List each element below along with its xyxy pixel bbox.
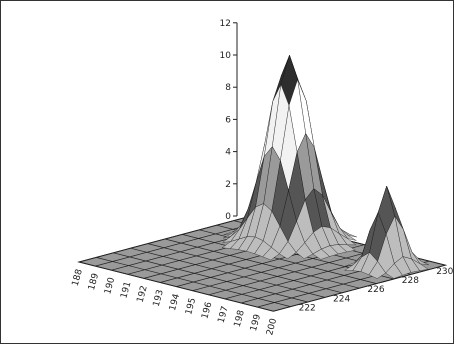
floor-grid-line (130, 247, 326, 298)
z-tick-label: 8 (225, 83, 231, 93)
y-tick-label: 230 (436, 267, 453, 277)
surface-patch (385, 263, 403, 279)
x-tick-label: 196 (200, 301, 214, 320)
x-tick-label: 189 (87, 272, 101, 291)
x-tick-label: 190 (103, 276, 117, 295)
z-tick-label: 0 (225, 212, 231, 222)
x-tick-label: 193 (152, 289, 166, 308)
x-tick-label: 195 (184, 297, 198, 316)
y-tick-label: 226 (367, 285, 384, 295)
z-tick-label: 4 (225, 148, 231, 158)
z-tick-label: 12 (220, 19, 231, 29)
floor-grid-line (96, 257, 291, 307)
z-tick-label: 2 (225, 180, 231, 190)
x-tick-label: 200 (265, 317, 279, 336)
floor-grid-line (113, 252, 308, 303)
surface-mesh (221, 54, 429, 279)
z-tick-label: 6 (225, 115, 231, 125)
x-tick-label: 197 (217, 305, 231, 324)
z-tick-label: 10 (220, 51, 232, 61)
y-tick-label: 228 (402, 276, 419, 286)
y-tick-label: 224 (333, 294, 350, 304)
x-tick-label: 191 (119, 280, 133, 299)
axes (233, 22, 238, 217)
x-tick-label: 192 (136, 285, 150, 304)
floor-grid-line (182, 234, 377, 284)
floor-grid-line (78, 261, 274, 312)
x-tick-label: 188 (71, 268, 85, 287)
y-tick-label: 222 (299, 304, 316, 314)
x-tick-label: 199 (249, 313, 263, 332)
x-tick-label: 194 (168, 293, 182, 312)
floor-grid-line (164, 238, 360, 289)
floor-grid-line (147, 243, 343, 294)
surface-patch (312, 248, 330, 260)
x-tick-label: 198 (233, 309, 247, 328)
